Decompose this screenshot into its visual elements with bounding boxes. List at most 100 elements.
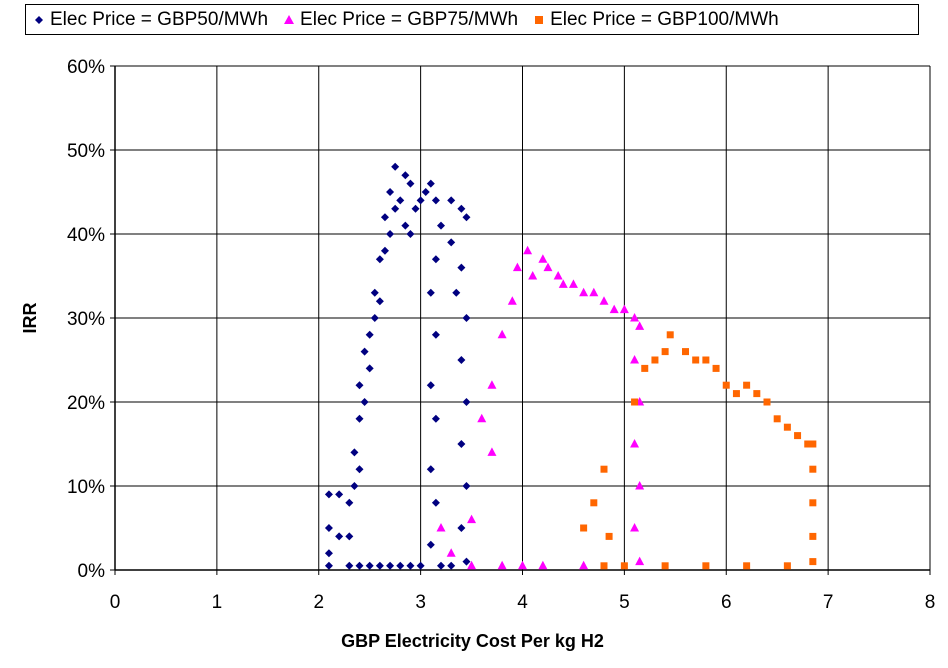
- data-point-triangle: [635, 481, 645, 490]
- data-point-diamond: [386, 230, 395, 238]
- data-point-square: [743, 381, 751, 389]
- data-point-diamond: [355, 561, 364, 570]
- data-point-triangle: [619, 304, 629, 314]
- data-point-triangle: [609, 304, 619, 314]
- data-point-square: [809, 440, 817, 448]
- data-point-diamond: [345, 532, 354, 541]
- data-point-diamond: [360, 347, 369, 356]
- data-point-triangle: [558, 279, 568, 288]
- data-point-diamond: [350, 482, 359, 490]
- data-point-triangle: [635, 556, 645, 566]
- data-point-triangle: [523, 245, 533, 255]
- y-axis-title: IRR: [20, 303, 40, 334]
- legend-label-gbp100: Elec Price = GBP100/MWh: [550, 8, 779, 30]
- data-point-diamond: [416, 561, 425, 570]
- data-point-diamond: [431, 255, 440, 264]
- x-tick-label: 7: [823, 592, 834, 613]
- data-point-square: [651, 356, 659, 364]
- data-point-diamond: [324, 490, 333, 499]
- data-point-diamond: [457, 263, 466, 272]
- x-tick-label: 6: [721, 592, 732, 613]
- data-point-square: [804, 440, 812, 448]
- data-point-square: [641, 364, 649, 372]
- x-tick-label: 2: [313, 592, 324, 613]
- data-point-square: [743, 562, 751, 570]
- data-point-diamond: [416, 196, 425, 205]
- data-point-diamond: [370, 314, 379, 322]
- data-point-diamond: [355, 381, 364, 390]
- legend-label-gbp75: Elec Price = GBP75/MWh: [300, 8, 519, 30]
- data-point-triangle: [436, 523, 446, 532]
- data-point-diamond: [365, 330, 374, 339]
- data-point-square: [732, 390, 740, 398]
- data-point-triangle: [512, 262, 522, 272]
- data-point-square: [722, 381, 730, 389]
- data-point-square: [600, 562, 608, 570]
- data-point-diamond: [391, 204, 400, 213]
- data-point-triangle: [446, 548, 456, 557]
- data-point-diamond: [345, 498, 354, 507]
- square-marker-icon: [535, 15, 544, 24]
- data-point-triangle: [487, 447, 497, 456]
- data-point-diamond: [457, 356, 466, 364]
- data-point-diamond: [437, 561, 445, 570]
- x-tick-label: 4: [517, 592, 528, 613]
- data-point-diamond: [396, 561, 405, 570]
- data-point-diamond: [386, 188, 395, 196]
- data-point-square: [702, 356, 710, 364]
- data-point-triangle: [467, 560, 477, 570]
- data-point-diamond: [426, 381, 435, 390]
- data-point-diamond: [462, 314, 471, 322]
- diamond-marker-icon: [35, 15, 43, 24]
- data-point-diamond: [462, 213, 471, 222]
- data-point-triangle: [497, 329, 507, 339]
- data-point-diamond: [447, 561, 456, 570]
- data-point-triangle: [487, 380, 497, 389]
- data-point-square: [794, 432, 802, 440]
- data-point-diamond: [324, 549, 333, 558]
- data-point-diamond: [457, 204, 466, 213]
- data-point-triangle: [467, 514, 477, 524]
- x-tick-label: 8: [925, 592, 936, 613]
- legend-item-gbp75: Elec Price = GBP75/MWh: [282, 9, 518, 31]
- data-point-diamond: [431, 196, 440, 205]
- data-point-diamond: [335, 490, 344, 499]
- data-point-diamond: [447, 196, 456, 205]
- data-point-square: [580, 524, 588, 532]
- data-point-diamond: [462, 557, 471, 566]
- data-point-square: [600, 465, 608, 473]
- data-point-diamond: [365, 561, 374, 570]
- data-point-square: [809, 532, 817, 540]
- data-point-triangle: [589, 287, 599, 297]
- legend-label-gbp50: Elec Price = GBP50/MWh: [50, 8, 269, 30]
- x-tick-label: 3: [415, 592, 426, 613]
- data-point-diamond: [426, 288, 435, 297]
- data-point-square: [661, 348, 669, 356]
- data-point-triangle: [630, 523, 640, 532]
- data-point-diamond: [431, 330, 440, 339]
- data-point-diamond: [401, 221, 410, 230]
- data-point-triangle: [497, 560, 507, 570]
- data-point-square: [773, 415, 781, 423]
- data-point-triangle: [579, 560, 589, 570]
- data-point-square: [783, 423, 791, 431]
- data-point-diamond: [406, 230, 415, 238]
- data-point-triangle: [599, 296, 609, 305]
- data-point-triangle: [538, 560, 548, 570]
- data-point-triangle: [538, 254, 548, 263]
- data-point-diamond: [350, 448, 359, 457]
- data-point-triangle: [477, 413, 487, 423]
- data-point-diamond: [380, 213, 389, 222]
- data-point-diamond: [370, 288, 379, 297]
- y-tick-label: 40%: [67, 225, 105, 246]
- data-point-triangle: [630, 355, 640, 364]
- y-tick-label: 20%: [67, 393, 105, 414]
- data-point-triangle: [630, 439, 640, 448]
- data-point-diamond: [386, 561, 395, 570]
- data-point-diamond: [375, 255, 384, 264]
- y-tick-label: 10%: [67, 477, 105, 498]
- data-point-diamond: [380, 246, 389, 255]
- data-point-diamond: [324, 524, 333, 532]
- triangle-marker-icon: [284, 14, 295, 24]
